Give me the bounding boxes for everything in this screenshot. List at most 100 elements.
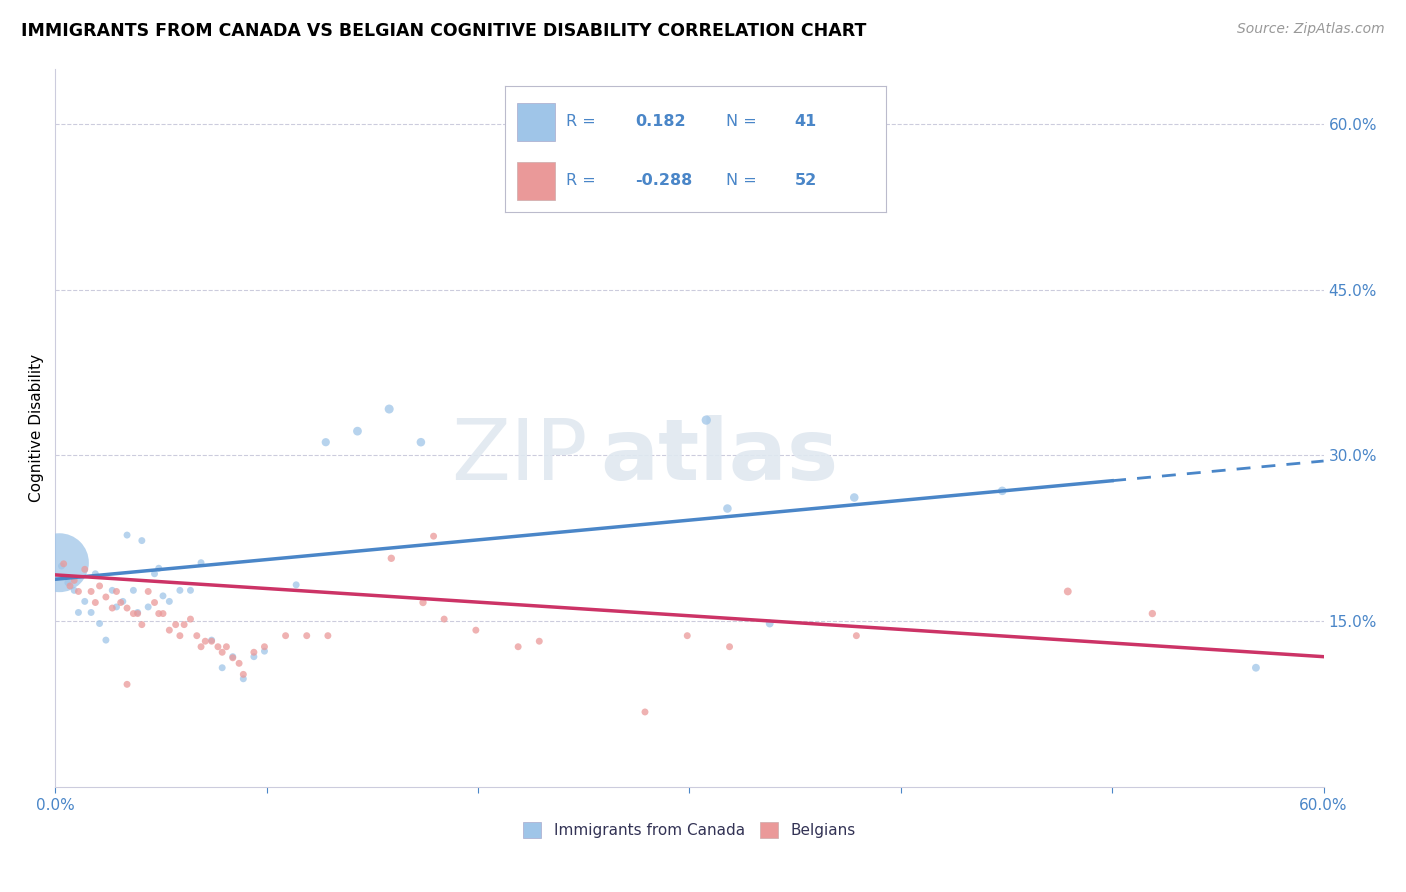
Point <box>315 435 337 450</box>
Point <box>169 629 191 643</box>
Point <box>378 402 401 417</box>
Point <box>1056 584 1078 599</box>
Point <box>131 617 153 632</box>
Point <box>131 533 153 548</box>
Point <box>94 633 117 648</box>
Point <box>105 584 128 599</box>
Point <box>232 672 254 686</box>
Point <box>94 590 117 604</box>
Point <box>101 583 124 598</box>
Point <box>215 640 238 654</box>
Point <box>716 501 738 516</box>
Point <box>346 424 368 438</box>
Point <box>115 677 138 691</box>
Point <box>380 551 402 566</box>
Point <box>201 634 224 648</box>
Point <box>634 705 657 719</box>
Point <box>63 574 86 588</box>
Point <box>80 606 103 620</box>
Point <box>73 562 96 576</box>
Point <box>1142 607 1164 621</box>
Point <box>56 575 79 590</box>
Point <box>508 640 530 654</box>
Point <box>433 612 456 626</box>
Point <box>222 650 245 665</box>
Point <box>274 629 297 643</box>
Point <box>409 435 432 450</box>
Text: IMMIGRANTS FROM CANADA VS BELGIAN COGNITIVE DISABILITY CORRELATION CHART: IMMIGRANTS FROM CANADA VS BELGIAN COGNIT… <box>21 22 866 40</box>
Point <box>101 601 124 615</box>
Point <box>143 595 166 609</box>
Legend: Immigrants from Canada, Belgians: Immigrants from Canada, Belgians <box>517 816 862 844</box>
Point <box>152 607 174 621</box>
Point <box>51 559 73 574</box>
Point <box>84 566 107 581</box>
Point <box>222 649 245 664</box>
Point <box>89 616 111 631</box>
Point <box>136 599 159 614</box>
Point <box>136 584 159 599</box>
Point <box>169 583 191 598</box>
Point <box>1244 661 1267 675</box>
Point <box>991 483 1014 498</box>
Point <box>285 578 308 592</box>
Point <box>211 645 233 659</box>
Point <box>316 629 339 643</box>
Point <box>758 616 780 631</box>
Point <box>845 629 868 643</box>
Point <box>695 413 717 427</box>
Point <box>148 561 170 575</box>
Point <box>529 634 551 648</box>
Point <box>228 657 250 671</box>
Point <box>253 640 276 654</box>
Point <box>412 595 434 609</box>
Text: Source: ZipAtlas.com: Source: ZipAtlas.com <box>1237 22 1385 37</box>
Point <box>84 595 107 609</box>
Point <box>194 634 217 648</box>
Point <box>179 612 201 626</box>
Point <box>127 606 149 620</box>
Point <box>179 583 201 598</box>
Point <box>211 661 233 675</box>
Point <box>844 491 866 505</box>
Point <box>190 556 212 570</box>
Point <box>73 594 96 608</box>
Point <box>67 584 90 599</box>
Point <box>157 623 180 637</box>
Point <box>207 640 229 654</box>
Point <box>148 607 170 621</box>
Point <box>676 629 699 643</box>
Point <box>165 617 187 632</box>
Point <box>201 633 224 648</box>
Point <box>105 599 128 614</box>
Point <box>111 594 134 608</box>
Point <box>143 566 166 581</box>
Point <box>464 623 486 637</box>
Point <box>295 629 318 643</box>
Point <box>63 583 86 598</box>
Point <box>243 645 266 659</box>
Text: ZIP: ZIP <box>451 415 588 498</box>
Point <box>190 640 212 654</box>
Point <box>89 579 111 593</box>
Point <box>122 583 145 598</box>
Point <box>115 601 138 615</box>
Point <box>52 557 75 571</box>
Point <box>48 556 70 570</box>
Point <box>232 667 254 681</box>
Point <box>80 584 103 599</box>
Point <box>127 607 149 621</box>
Point <box>67 606 90 620</box>
Point <box>115 528 138 542</box>
Point <box>110 595 132 609</box>
Point <box>626 126 648 140</box>
Point <box>59 579 82 593</box>
Point <box>122 607 145 621</box>
Point <box>173 617 195 632</box>
Point <box>157 594 180 608</box>
Y-axis label: Cognitive Disability: Cognitive Disability <box>30 354 44 502</box>
Point <box>186 629 208 643</box>
Point <box>152 589 174 603</box>
Point <box>243 649 266 664</box>
Point <box>253 644 276 658</box>
